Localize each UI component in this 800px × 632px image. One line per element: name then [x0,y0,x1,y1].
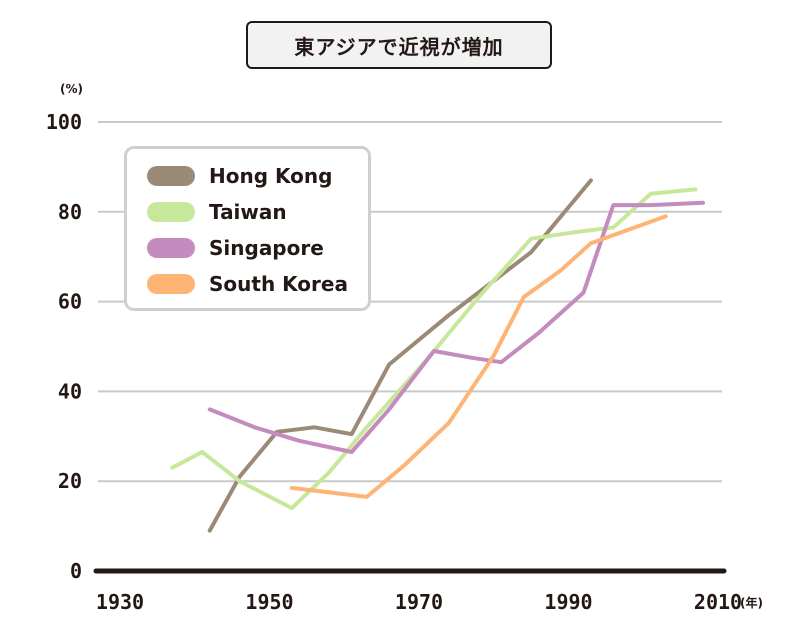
series-line-hong-kong [207,178,593,533]
y-tick-label: 40 [58,379,82,403]
x-tick-label: 1930 [96,590,144,614]
legend-label-south-korea: South Korea [209,272,348,296]
legend-label-taiwan: Taiwan [209,200,287,224]
legend-item-singapore: Singapore [147,236,324,260]
legend-item-south-korea: South Korea [147,272,348,296]
legend-label-hong-kong: Hong Kong [209,164,333,188]
series-line-south-korea [289,214,668,499]
legend-item-hong-kong: Hong Kong [147,164,332,188]
y-tick-label: 80 [58,200,82,224]
legend-label-singapore: Singapore [209,236,324,260]
y-tick-label: 60 [58,290,82,314]
legend-item-taiwan: Taiwan [147,200,287,224]
legend-swatch-singapore [147,238,195,258]
x-tick-label: 1970 [395,590,443,614]
legend-swatch-south-korea [147,274,195,294]
x-tick-label: 2010 [694,590,742,614]
series-line-singapore [207,200,705,454]
legend-swatch-hong-kong [147,166,195,186]
chart-title: 東アジアで近視が増加 [246,21,552,69]
y-tick-label: 0 [70,559,82,583]
y-axis-unit-label: (%) [60,82,83,96]
x-axis-unit-label: (年) [740,596,763,610]
legend: Hong Kong Taiwan Singapore South Korea [124,146,371,311]
x-tick-label: 1950 [245,590,293,614]
y-tick-label: 20 [58,469,82,493]
legend-swatch-taiwan [147,202,195,222]
x-tick-label: 1990 [544,590,592,614]
y-tick-label: 100 [46,110,82,134]
